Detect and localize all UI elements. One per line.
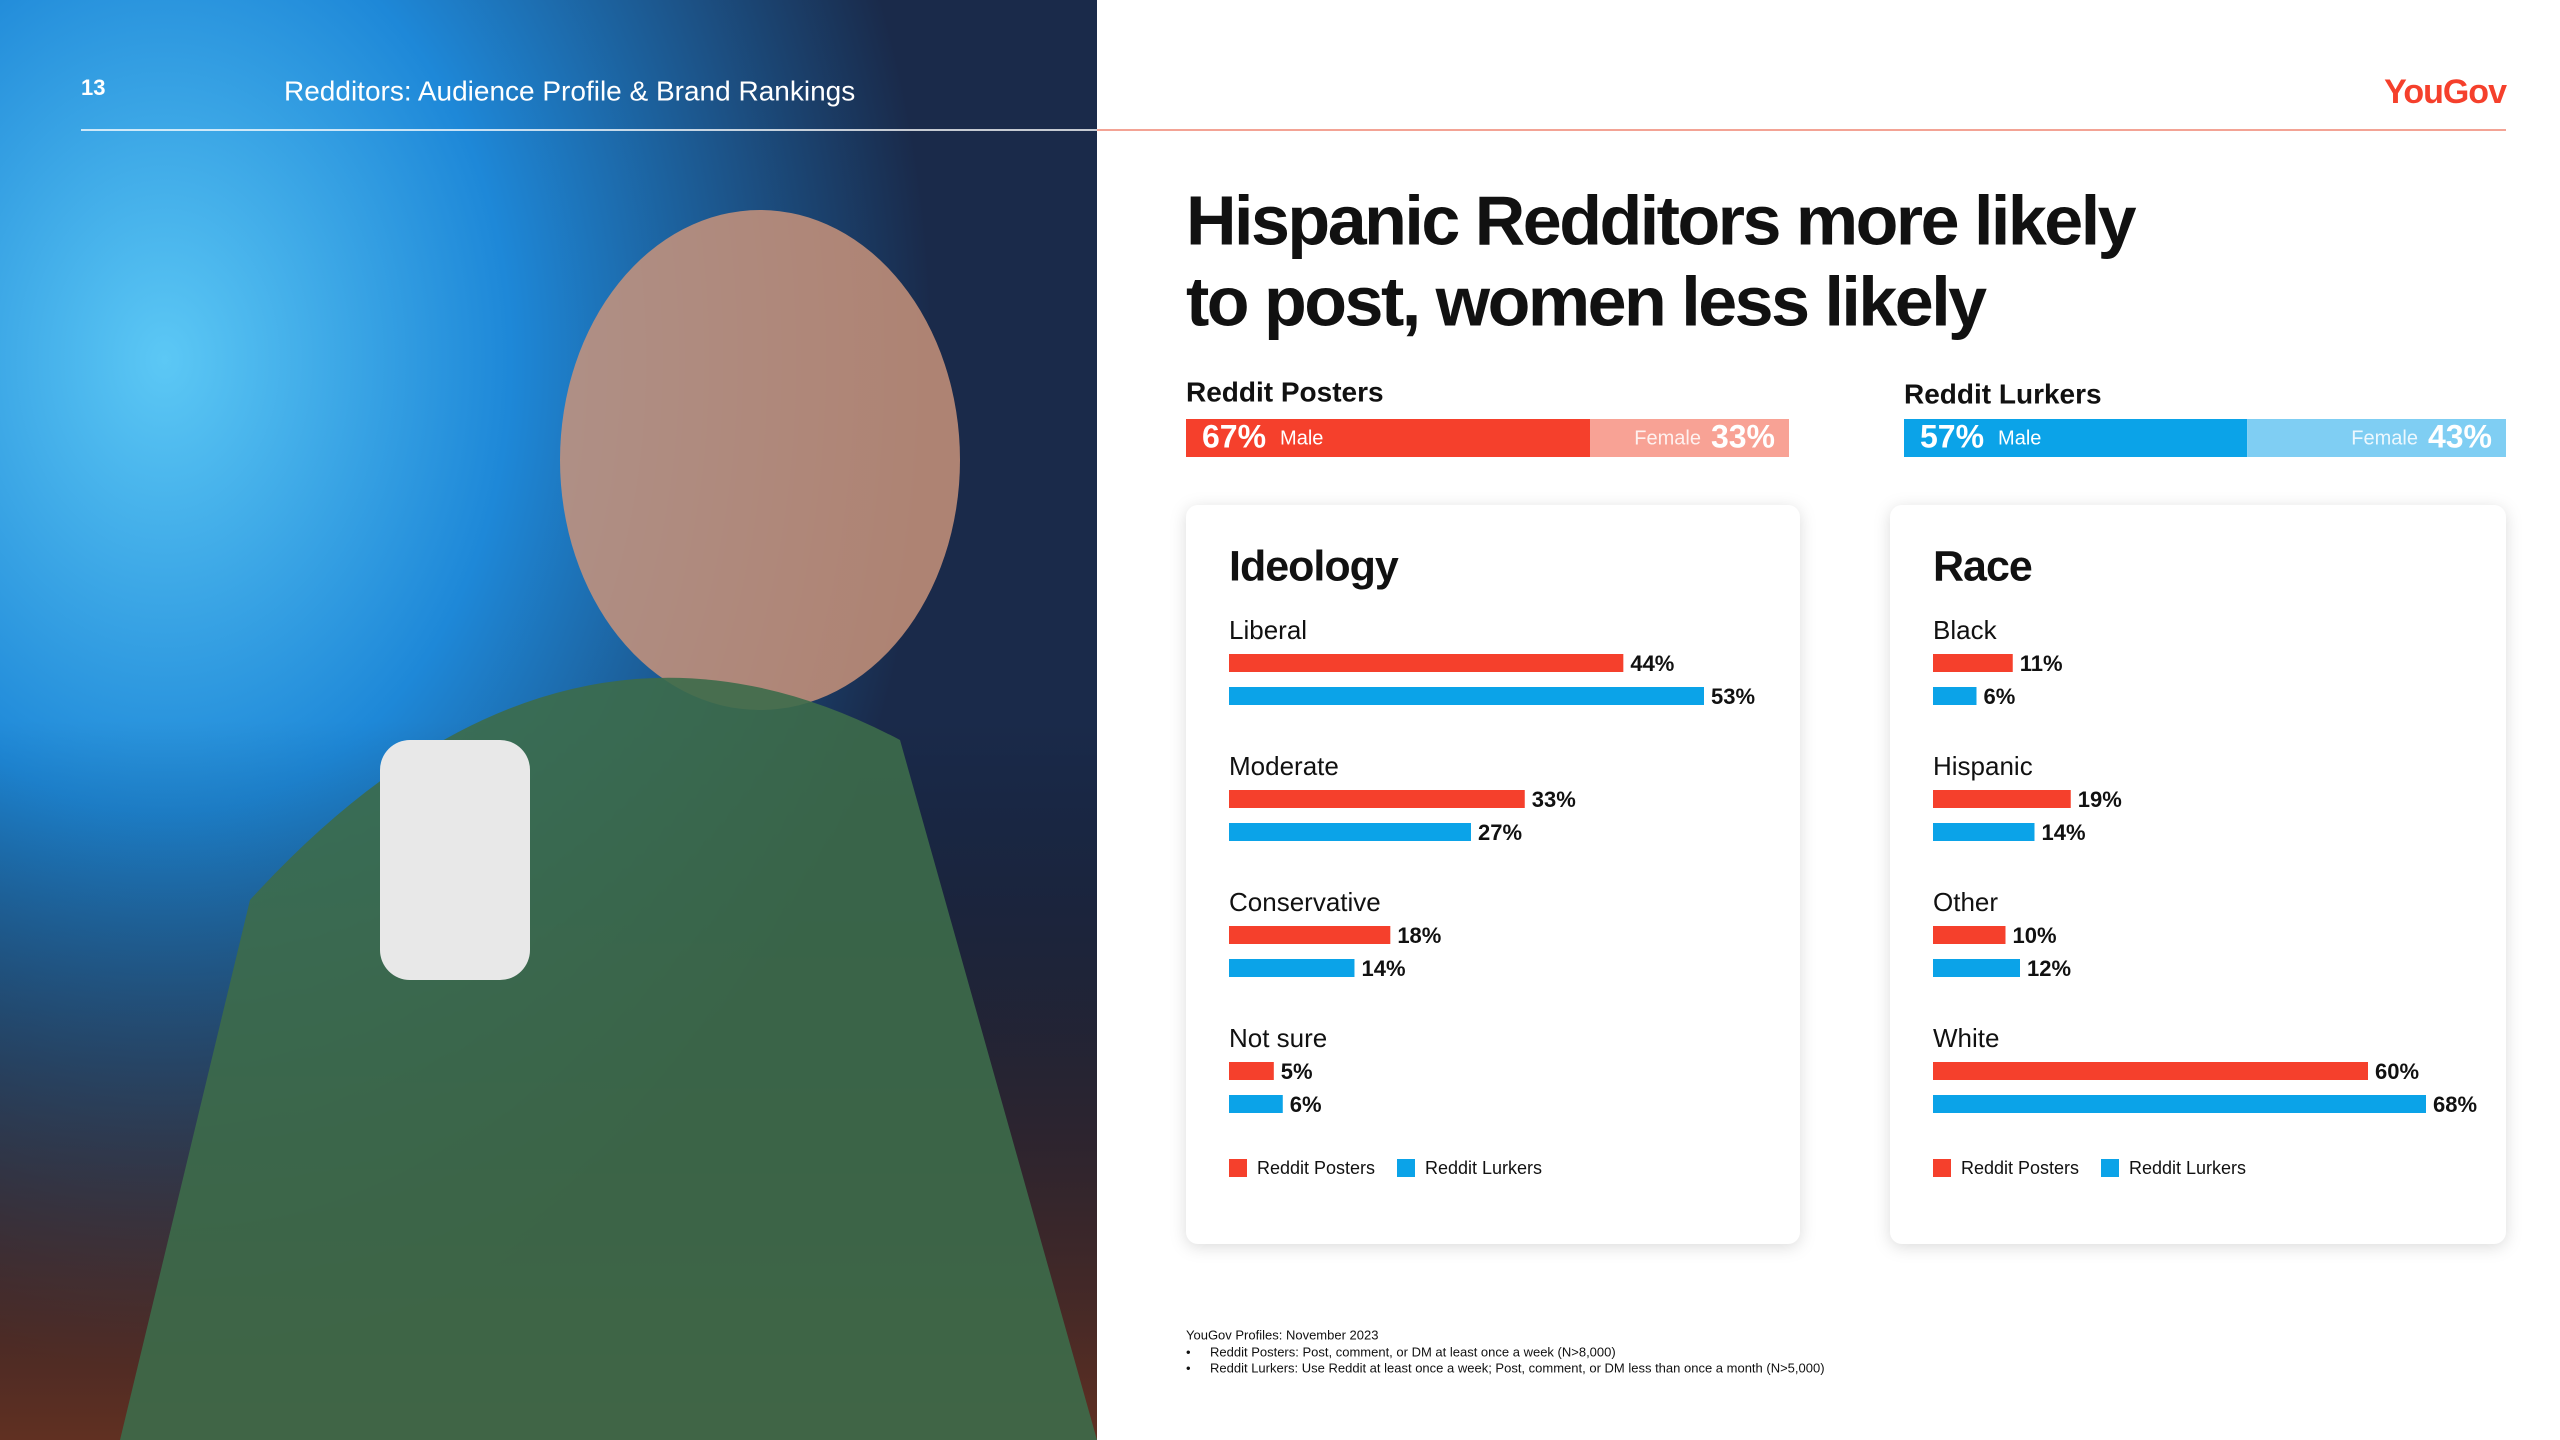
value-label: 68% <box>2433 1092 2477 1117</box>
bar <box>1229 790 1525 808</box>
category-label: Moderate <box>1229 751 1339 781</box>
page-number: 13 <box>81 75 105 100</box>
value-label: 44% <box>1630 651 1674 676</box>
category-label: White <box>1933 1023 1999 1053</box>
split-category: Male <box>1998 427 2041 449</box>
bar <box>1933 654 2013 672</box>
split-value-label: 67% <box>1202 418 1266 454</box>
value-label: 11% <box>2020 651 2063 676</box>
value-label: 5% <box>1281 1059 1313 1084</box>
category-label: Liberal <box>1229 615 1307 645</box>
bar <box>1229 959 1355 977</box>
bar <box>1933 790 2071 808</box>
bar <box>1933 823 2035 841</box>
bar <box>1229 823 1471 841</box>
value-label: 19% <box>2078 787 2122 812</box>
value-label: 60% <box>2375 1059 2419 1084</box>
split-title: Reddit Lurkers <box>1904 378 2102 409</box>
value-label: 27% <box>1478 820 1522 845</box>
value-label: 10% <box>2013 923 2057 948</box>
bar <box>1933 959 2020 977</box>
split-value-label: 33% <box>1711 418 1775 454</box>
logo: YouGov <box>2384 73 2507 111</box>
bar <box>1229 926 1391 944</box>
footnote-note: Reddit Posters: Post, comment, or DM at … <box>1210 1344 1616 1359</box>
value-label: 6% <box>1984 684 2016 709</box>
bar <box>1933 1095 2426 1113</box>
split-category: Male <box>1280 427 1323 449</box>
split-category: Female <box>1634 427 1701 449</box>
value-label: 53% <box>1711 684 1755 709</box>
legend-swatch <box>1397 1159 1415 1177</box>
split-segment <box>2247 419 2506 457</box>
bar <box>1933 1062 2368 1080</box>
photo <box>0 0 1097 1440</box>
headline: to post, women less likely <box>1186 262 1987 340</box>
category-label: Black <box>1933 615 1998 645</box>
legend-label: Reddit Lurkers <box>1425 1158 1542 1178</box>
category-label: Other <box>1933 887 1998 917</box>
value-label: 6% <box>1290 1092 1322 1117</box>
split-category: Female <box>2351 427 2418 449</box>
split-value-label: 57% <box>1920 418 1984 454</box>
legend-label: Reddit Lurkers <box>2129 1158 2246 1178</box>
bullet: • <box>1186 1344 1191 1359</box>
legend-swatch <box>1933 1159 1951 1177</box>
bar <box>1229 1095 1283 1113</box>
header-title: Redditors: Audience Profile & Brand Rank… <box>284 75 855 106</box>
legend-swatch <box>2101 1159 2119 1177</box>
category-label: Conservative <box>1229 887 1381 917</box>
bar <box>1229 687 1704 705</box>
legend-label: Reddit Posters <box>1257 1158 1375 1178</box>
split-segment <box>1186 419 1591 457</box>
split-segment <box>1590 419 1789 457</box>
bar <box>1933 926 2006 944</box>
split-value-label: 43% <box>2428 418 2492 454</box>
headline: Hispanic Redditors more likely <box>1186 181 2137 259</box>
split-segment <box>1904 419 2248 457</box>
split-title: Reddit Posters <box>1186 376 1384 407</box>
card <box>1890 505 2506 1244</box>
footnote-note: Reddit Lurkers: Use Reddit at least once… <box>1210 1360 1825 1375</box>
card-title: Ideology <box>1229 542 1399 590</box>
legend-label: Reddit Posters <box>1961 1158 2079 1178</box>
footnote-source: YouGov Profiles: November 2023 <box>1186 1327 1378 1342</box>
value-label: 14% <box>1361 956 1405 981</box>
value-label: 18% <box>1397 923 1441 948</box>
card-title: Race <box>1933 542 2032 590</box>
category-label: Not sure <box>1229 1023 1327 1053</box>
bar <box>1229 654 1624 672</box>
legend-swatch <box>1229 1159 1247 1177</box>
value-label: 12% <box>2027 956 2071 981</box>
category-label: Hispanic <box>1933 751 2033 781</box>
value-label: 14% <box>2042 820 2086 845</box>
bar <box>1229 1062 1274 1080</box>
bullet: • <box>1186 1360 1191 1375</box>
value-label: 33% <box>1532 787 1576 812</box>
bar <box>1933 687 1977 705</box>
